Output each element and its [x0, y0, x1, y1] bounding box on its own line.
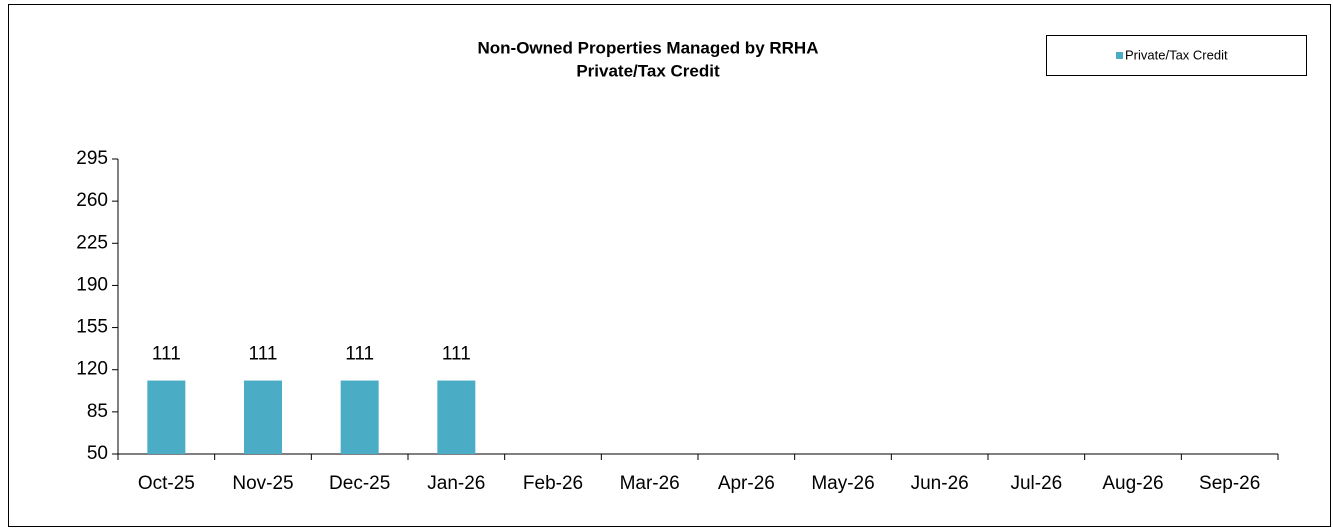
y-tick-label: 155	[76, 317, 108, 338]
x-tick-label: Mar-26	[620, 473, 680, 494]
legend-box	[1046, 35, 1307, 76]
data-label: 111	[345, 344, 374, 365]
x-tick-label: Nov-25	[232, 473, 293, 494]
data-label: 111	[249, 344, 278, 365]
y-tick-label: 225	[76, 232, 108, 253]
x-tick-label: Oct-25	[138, 473, 195, 494]
y-tick-label: 190	[76, 274, 108, 295]
x-tick-label: May-26	[811, 473, 874, 494]
data-label: 111	[442, 344, 471, 365]
data-label: 111	[152, 344, 181, 365]
x-tick-label: Aug-26	[1102, 473, 1163, 494]
x-tick-label: Jul-26	[1010, 473, 1062, 494]
y-tick-label: 85	[87, 401, 108, 422]
x-tick-label: Jan-26	[427, 473, 485, 494]
x-tick-label: Sep-26	[1199, 473, 1260, 494]
x-tick-label: Apr-26	[718, 473, 775, 494]
y-tick-label: 50	[87, 443, 108, 464]
bar	[437, 380, 476, 454]
y-tick-label: 295	[76, 148, 108, 169]
bar	[244, 380, 282, 454]
chart-title: Non-Owned Properties Managed by RRHA	[478, 38, 819, 57]
chart-subtitle: Private/Tax Credit	[576, 61, 720, 80]
legend-label: Private/Tax Credit	[1125, 47, 1228, 62]
x-tick-label: Dec-25	[329, 473, 390, 494]
bar	[147, 380, 186, 454]
y-tick-label: 120	[76, 359, 108, 380]
y-tick-label: 260	[76, 190, 108, 211]
chart-frame	[8, 4, 1331, 527]
x-tick-label: Feb-26	[523, 473, 583, 494]
x-tick-label: Jun-26	[911, 473, 969, 494]
bar	[340, 380, 379, 454]
legend-swatch	[1116, 52, 1123, 59]
